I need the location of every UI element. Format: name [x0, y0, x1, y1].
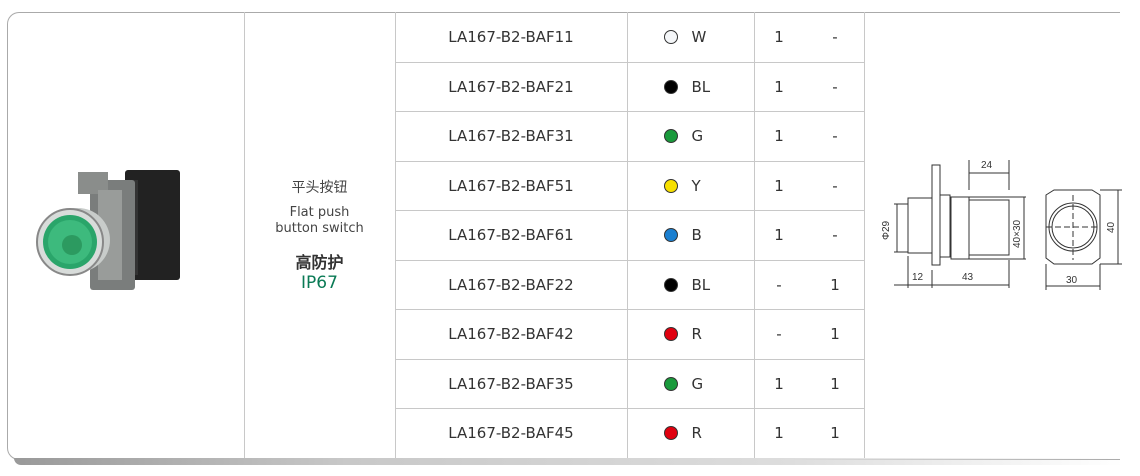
model-number: LA167-B2-BAF51	[448, 177, 574, 195]
no-contacts: 1	[774, 78, 784, 96]
model-number: LA167-B2-BAF42	[448, 325, 574, 343]
color-dot-icon	[663, 129, 678, 143]
table-row: LA167-B2-BAF42	[395, 309, 627, 359]
no-contacts: 1	[774, 127, 784, 145]
row-divider	[395, 62, 864, 63]
row-divider	[395, 260, 864, 261]
dim-head-depth: 12	[912, 272, 924, 283]
model-number: LA167-B2-BAF35	[448, 375, 574, 393]
table-row: LA167-B2-BAF21	[395, 62, 627, 112]
protection-label: 高防护	[295, 253, 344, 272]
bottom-shadow	[14, 458, 1124, 465]
no-contacts: 1	[774, 177, 784, 195]
row-divider	[395, 309, 864, 310]
nc-contacts: -	[832, 177, 838, 195]
no-contacts: -	[776, 276, 782, 294]
color-code: W	[691, 28, 707, 46]
nc-contacts: -	[832, 78, 838, 96]
no-contacts: -	[776, 325, 782, 343]
table-row: LA167-B2-BAF61	[395, 210, 627, 260]
dim-head-diameter: Φ29	[881, 220, 892, 240]
color-dot-icon	[663, 327, 678, 341]
color-code: G	[691, 127, 704, 145]
color-code: R	[691, 325, 702, 343]
dim-body-section: 40×30	[1012, 219, 1023, 248]
row-divider	[395, 408, 864, 409]
column-divider	[754, 12, 755, 458]
dim-body-length: 24	[981, 160, 993, 171]
table-row: LA167-B2-BAF51	[395, 161, 627, 211]
table-row: LA167-B2-BAF11	[395, 12, 627, 62]
row-divider	[395, 210, 864, 211]
model-number: LA167-B2-BAF61	[448, 226, 574, 244]
color-dot-icon	[663, 228, 678, 242]
model-number: LA167-B2-BAF21	[448, 78, 574, 96]
model-number: LA167-B2-BAF45	[448, 424, 574, 442]
product-description: 平头按钮 Flat push button switch 高防护 IP67	[244, 12, 395, 458]
color-dot-icon	[663, 278, 678, 292]
product-photo	[30, 160, 190, 314]
row-divider	[395, 111, 864, 112]
column-divider	[244, 12, 245, 458]
nc-contacts: 1	[830, 276, 840, 294]
dimension-drawing: 24 12 43 30 Φ29 40×30 40	[864, 140, 1124, 304]
no-contacts: 1	[774, 28, 784, 46]
product-name-cn: 平头按钮	[291, 180, 348, 196]
table-row: LA167-B2-BAF35	[395, 359, 627, 409]
nc-contacts: -	[832, 127, 838, 145]
nc-contacts: 1	[830, 325, 840, 343]
model-number: LA167-B2-BAF31	[448, 127, 574, 145]
row-divider	[395, 359, 864, 360]
table-row: LA167-B2-BAF22	[395, 260, 627, 310]
nc-contacts: 1	[830, 375, 840, 393]
color-code: BL	[691, 78, 711, 96]
protection-rating: IP67	[301, 273, 338, 293]
product-name-en: Flat push button switch	[275, 205, 364, 236]
dim-width: 30	[1066, 275, 1078, 286]
row-divider	[395, 161, 864, 162]
no-contacts: 1	[774, 226, 784, 244]
nc-contacts: -	[832, 28, 838, 46]
nc-contacts: -	[832, 226, 838, 244]
model-number: LA167-B2-BAF11	[448, 28, 574, 46]
table-row: LA167-B2-BAF31	[395, 111, 627, 161]
column-divider	[864, 12, 865, 458]
column-divider	[395, 12, 396, 458]
color-dot-icon	[663, 179, 678, 193]
color-code: B	[691, 226, 702, 244]
color-code: BL	[691, 276, 711, 294]
color-dot-icon	[663, 80, 678, 94]
no-contacts: 1	[774, 375, 784, 393]
top-border	[20, 12, 1120, 13]
table-row: LA167-B2-BAF45	[395, 408, 627, 458]
nc-contacts: 1	[830, 424, 840, 442]
color-dot-icon	[663, 30, 678, 44]
model-number: LA167-B2-BAF22	[448, 276, 574, 294]
color-code: R	[691, 424, 702, 442]
column-divider	[627, 12, 628, 458]
dim-height: 40	[1106, 221, 1117, 233]
color-code: Y	[691, 177, 701, 195]
no-contacts: 1	[774, 424, 784, 442]
color-code: G	[691, 375, 704, 393]
dim-total-depth: 43	[962, 272, 974, 283]
color-dot-icon	[663, 377, 678, 391]
color-dot-icon	[663, 426, 678, 440]
